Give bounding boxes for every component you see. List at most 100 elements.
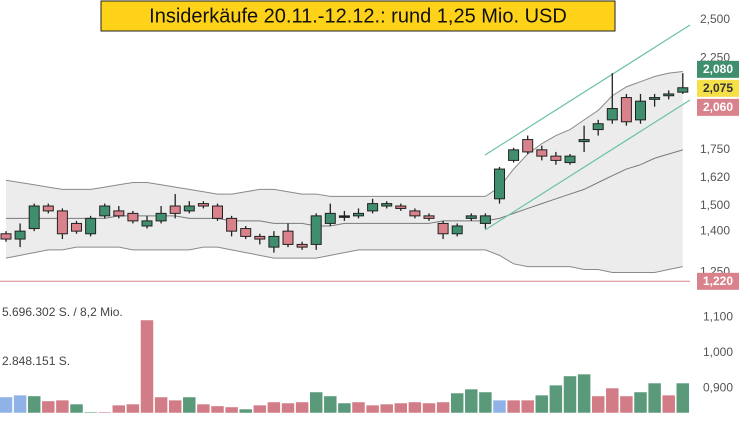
volume-bar bbox=[478, 391, 493, 414]
candle-body bbox=[310, 215, 322, 245]
volume-bar bbox=[154, 396, 168, 414]
volume-bar bbox=[295, 401, 309, 414]
volume-bar bbox=[13, 394, 27, 414]
volume-bar bbox=[549, 384, 563, 414]
candle-body bbox=[437, 222, 449, 235]
price-badge bbox=[697, 272, 739, 290]
candle-body bbox=[296, 243, 308, 248]
candle-body bbox=[606, 108, 618, 121]
volume-bar bbox=[112, 404, 126, 414]
volume-bar bbox=[464, 388, 479, 414]
volume-bar bbox=[238, 408, 253, 414]
title-box bbox=[100, 0, 616, 32]
y2-tick-label: 1,000 bbox=[703, 345, 733, 359]
candle-body bbox=[85, 217, 97, 235]
volume-tick-label: 5.696.302 S. / 8,2 Mio. bbox=[2, 305, 123, 319]
volume-bar bbox=[563, 375, 577, 414]
volume-bar bbox=[267, 401, 281, 414]
candle-body bbox=[409, 210, 421, 217]
candle-body bbox=[677, 87, 689, 93]
y2-tick-label: 0,900 bbox=[703, 380, 733, 394]
candle-body bbox=[127, 212, 139, 222]
volume-bar bbox=[323, 395, 338, 414]
y-tick-label: 1,620 bbox=[700, 170, 730, 184]
candle-body bbox=[197, 203, 209, 207]
candle-body bbox=[550, 155, 562, 161]
candle-body bbox=[479, 215, 491, 224]
candle-body bbox=[508, 149, 520, 161]
candle-body bbox=[451, 225, 463, 235]
volume-bar bbox=[168, 399, 182, 414]
volume-bar bbox=[619, 395, 634, 414]
candle-body bbox=[183, 205, 195, 212]
volume-bar bbox=[83, 411, 98, 414]
volume-bar bbox=[492, 399, 507, 414]
candle-body bbox=[338, 215, 350, 218]
volume-bar bbox=[281, 402, 295, 414]
volume-bar bbox=[633, 391, 648, 414]
y-tick-label: 1,750 bbox=[700, 142, 730, 156]
volume-bar bbox=[224, 406, 239, 414]
band-fill bbox=[6, 71, 683, 273]
channel-lower bbox=[484, 99, 691, 231]
candle-body bbox=[649, 97, 661, 100]
volume-bar bbox=[605, 387, 620, 414]
candle-body bbox=[423, 215, 435, 219]
volume-bar bbox=[394, 402, 408, 414]
candle-body bbox=[324, 212, 336, 224]
volume-bar bbox=[309, 391, 323, 414]
volume-bar bbox=[69, 403, 84, 414]
volume-bar bbox=[97, 411, 112, 414]
price-badge bbox=[697, 98, 739, 116]
volume-bar bbox=[450, 392, 464, 414]
volume-bar bbox=[647, 382, 662, 414]
volume-bar bbox=[140, 319, 154, 414]
candle-body bbox=[465, 215, 477, 219]
y2-tick-label: 1,100 bbox=[703, 309, 733, 323]
volume-bar bbox=[27, 395, 41, 414]
candle-body bbox=[282, 230, 294, 245]
volume-bar bbox=[126, 403, 140, 414]
volume-bar bbox=[337, 402, 352, 414]
volume-bar bbox=[351, 401, 366, 414]
price-badge-label: 1,220 bbox=[703, 274, 733, 288]
candle-body bbox=[353, 212, 364, 217]
candle-body bbox=[522, 139, 534, 153]
candle-body bbox=[564, 155, 576, 164]
candle-body bbox=[141, 220, 153, 227]
volume-bar bbox=[253, 404, 267, 414]
candle-body bbox=[536, 149, 548, 157]
candle-body bbox=[367, 203, 379, 212]
volume-bar bbox=[422, 402, 436, 414]
y-tick-label: 1,500 bbox=[700, 198, 730, 212]
candle-body bbox=[212, 205, 223, 219]
price-badge bbox=[697, 60, 739, 78]
volume-bar bbox=[520, 399, 535, 414]
candle-body bbox=[155, 212, 167, 222]
candle-body bbox=[14, 230, 26, 240]
price-badge-label: 2,075 bbox=[703, 81, 733, 95]
volume-bar bbox=[379, 403, 394, 414]
candle-body bbox=[395, 205, 407, 209]
candle-body bbox=[381, 203, 393, 207]
candle-body bbox=[169, 205, 181, 214]
price-badge-label: 2,080 bbox=[703, 62, 733, 76]
candle-body bbox=[113, 210, 125, 217]
candle-body bbox=[42, 205, 54, 212]
volume-bar bbox=[210, 405, 225, 414]
band-lower bbox=[5, 246, 683, 273]
candle-body bbox=[99, 205, 111, 217]
band-upper bbox=[5, 70, 683, 197]
volume-bar bbox=[436, 401, 450, 414]
candle-body bbox=[268, 235, 280, 248]
chart-title: Insiderkäufe 20.11.-12.12.: rund 1,25 Mi… bbox=[149, 5, 567, 27]
y-tick-label: 2,500 bbox=[700, 12, 730, 26]
volume-bar bbox=[196, 403, 211, 414]
candle-body bbox=[578, 139, 590, 143]
volume-bar bbox=[676, 382, 690, 414]
candle-body bbox=[240, 228, 252, 237]
candle-body bbox=[620, 97, 632, 123]
volume-bar bbox=[365, 404, 380, 414]
